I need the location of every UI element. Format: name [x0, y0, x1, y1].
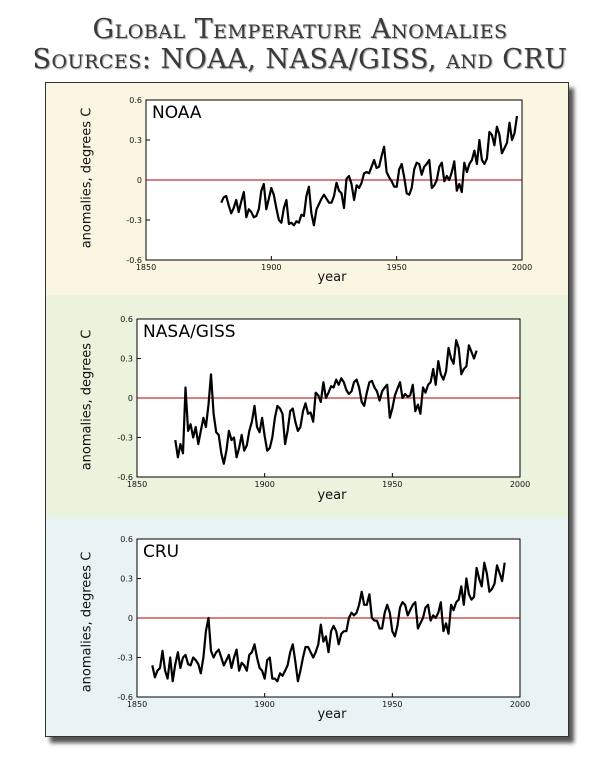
chart-svg-noaa: 1850 1900 1950 2000 -0.6 -0.3 0 0.3 0.6 NOAA — [46, 83, 568, 295]
x-tick-label: 1950 — [386, 263, 406, 272]
x-tick-label: 2000 — [512, 263, 532, 272]
y-tick-label: -0.6 — [126, 256, 142, 265]
title-line-1: Global Temperature Anomalies — [92, 14, 508, 45]
y-axis-label: anomalies, degrees C — [79, 107, 95, 249]
y-tick-label: 0.6 — [120, 535, 133, 544]
y-tick-label: -0.3 — [117, 654, 133, 663]
x-axis-label: year — [317, 270, 347, 285]
x-tick-label: 1900 — [261, 263, 281, 272]
panel-nasa-giss: 1850 1900 1950 2000 -0.6 -0.3 0 0.3 0.6 NASA/GISS… — [46, 295, 568, 517]
series-line — [220, 115, 519, 227]
panel-cru: 1850 1900 1950 2000 -0.6 -0.3 0 0.3 0.6 CRU anoma… — [46, 517, 568, 736]
x-axis-label: year — [317, 707, 347, 722]
series-line — [174, 338, 478, 465]
y-tick-label: -0.3 — [126, 216, 142, 225]
y-tick-label: 0.3 — [120, 355, 133, 364]
panel-source-label: CRU — [143, 542, 179, 562]
y-tick-label: 0 — [128, 614, 133, 623]
x-axis-label: year — [317, 488, 347, 503]
y-tick-label: 0.3 — [120, 575, 133, 584]
chart-svg-nasa-giss: 1850 1900 1950 2000 -0.6 -0.3 0 0.3 0.6 NASA/GISS — [46, 295, 568, 517]
y-tick-label: 0.3 — [129, 136, 142, 145]
panel-source-label: NOAA — [152, 103, 202, 123]
chart-svg-cru: 1850 1900 1950 2000 -0.6 -0.3 0 0.3 0.6 CRU — [46, 517, 568, 736]
x-tick-label: 1850 — [136, 263, 156, 272]
y-tick-label: -0.3 — [117, 434, 133, 443]
x-tick-label: 2000 — [510, 480, 530, 489]
y-tick-label: 0.6 — [120, 315, 133, 324]
y-tick-label: -0.6 — [117, 693, 133, 702]
x-tick-label: 1850 — [127, 700, 147, 709]
y-axis-label: anomalies, degrees C — [79, 329, 95, 471]
panel-source-label: NASA/GISS — [143, 322, 236, 342]
panel-noaa: 1850 1900 1950 2000 -0.6 -0.3 0 0.3 0.6 NOAA anom… — [46, 83, 568, 295]
x-tick-label: 1950 — [382, 700, 402, 709]
charts-frame: 1850 1900 1950 2000 -0.6 -0.3 0 0.3 0.6 NOAA anom… — [45, 82, 569, 737]
x-tick-label: 2000 — [510, 700, 530, 709]
y-tick-label: -0.6 — [117, 473, 133, 482]
y-axis-label: anomalies, degrees C — [79, 551, 95, 693]
x-tick-label: 1850 — [127, 480, 147, 489]
x-tick-label: 1900 — [254, 480, 274, 489]
title-line-2: Sources: NOAA, NASA/GISS, and CRU — [32, 44, 568, 75]
x-tick-label: 1900 — [254, 700, 274, 709]
x-tick-label: 1950 — [382, 480, 402, 489]
y-tick-label: 0 — [137, 176, 142, 185]
y-tick-label: 0.6 — [129, 96, 142, 105]
series-line — [151, 561, 506, 683]
y-tick-label: 0 — [128, 394, 133, 403]
